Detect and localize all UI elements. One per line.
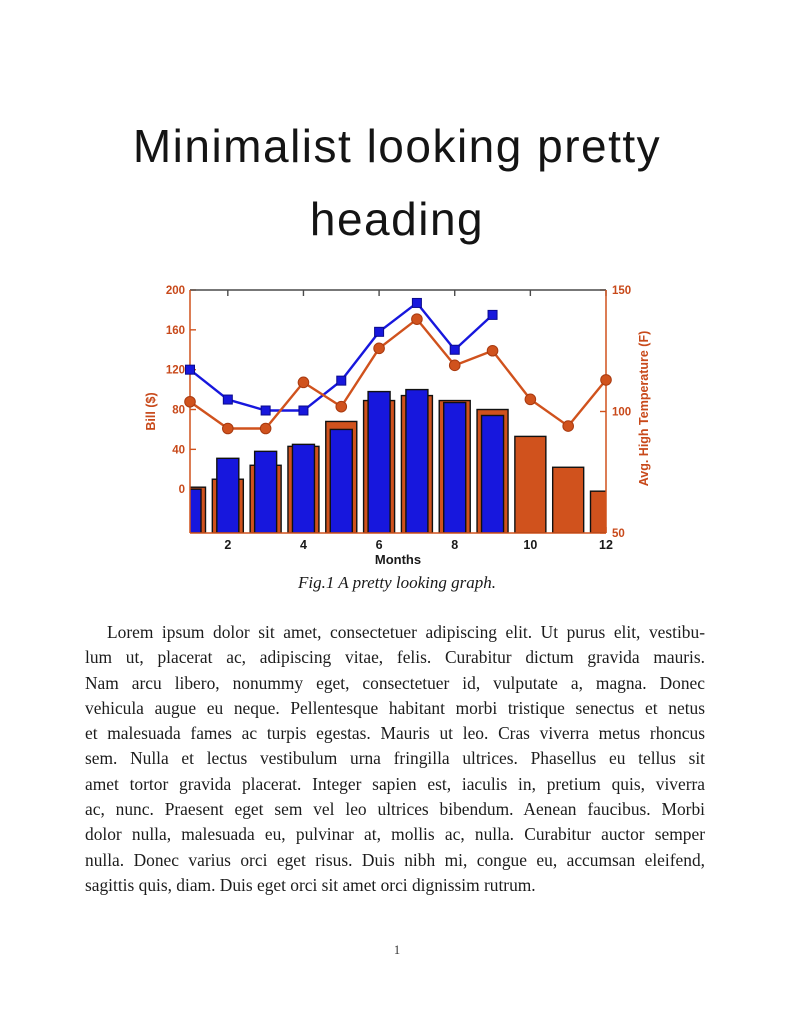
body-line: vehicula augue eu neque. Pellentesque ha… <box>85 697 705 718</box>
body-line: sagittis quis, diam. Duis eget orci sit … <box>85 874 536 895</box>
body-line: et malesuada fames ac turpis egestas. Ma… <box>85 723 705 744</box>
right-tick-label: 50 <box>612 528 625 540</box>
square-marker <box>185 364 195 375</box>
blue-bar <box>190 488 202 533</box>
x-tick-label: 12 <box>599 538 613 552</box>
body-line: sem. Nulla et lectus vestibulum urna fri… <box>85 748 705 769</box>
body-line: nulla. Donec varius orci eget risus. Dui… <box>85 849 705 870</box>
left-axis-label: Bill ($) <box>144 392 158 430</box>
body-line: ac, nunc. Praesent eget sem vel leo ultr… <box>85 799 705 820</box>
circle-marker <box>222 422 234 435</box>
x-tick-label: 6 <box>376 538 383 552</box>
right-tick-label: 100 <box>612 407 631 419</box>
x-tick-label: 10 <box>523 538 537 552</box>
right-axis-label: Avg. High Temperature (F) <box>637 331 651 487</box>
square-marker <box>487 309 498 320</box>
page-title: Minimalist looking pretty heading <box>0 110 794 256</box>
page-title-line1: Minimalist looking pretty <box>132 120 662 172</box>
blue-bar <box>480 414 505 533</box>
figure-caption: Fig.1 A pretty looking graph. <box>297 573 496 592</box>
square-marker <box>260 405 271 416</box>
bars-group <box>190 388 606 533</box>
blue-bar <box>291 443 316 533</box>
circle-marker <box>600 374 612 386</box>
x-tick-label: 8 <box>451 538 458 552</box>
left-tick-label: 0 <box>179 484 185 496</box>
blue-bar <box>405 388 429 533</box>
orange-bar <box>514 435 547 533</box>
body-line: lum ut, placerat ac, adipiscing vitae, f… <box>85 647 705 668</box>
blue-bar <box>329 428 353 533</box>
orange-bar <box>551 466 585 533</box>
x-tick-label: 4 <box>300 538 307 552</box>
body-line: dolor nulla, malesuada eu, pulvinar at, … <box>85 824 705 845</box>
circle-marker <box>373 342 385 355</box>
square-marker <box>449 344 460 355</box>
orange-line <box>189 317 607 430</box>
x-axis-label: Months <box>375 552 421 567</box>
circle-marker <box>486 344 499 357</box>
circle-marker <box>411 313 423 325</box>
body-line: Lorem ipsum dolor sit amet, consectetuer… <box>107 622 705 642</box>
square-marker <box>298 405 309 416</box>
circle-marker <box>524 393 537 406</box>
square-marker <box>222 394 233 405</box>
figure-1-chart: 0 40 80 120 160 200 50 100 150 2 4 6 8 10 12 Months Bill… <box>140 275 670 567</box>
left-tick-label: 80 <box>172 405 185 417</box>
blue-bar <box>443 401 467 533</box>
blue-bar <box>253 450 278 533</box>
square-marker <box>374 326 385 337</box>
circle-marker <box>259 422 272 435</box>
body-line: amet tortor gravida placerat. Integer sa… <box>85 773 705 794</box>
body-line: Nam arcu libero, nonummy eget, consectet… <box>85 672 705 693</box>
left-tick-label: 160 <box>166 325 185 337</box>
left-tick-label: 120 <box>166 365 185 377</box>
orange-bar <box>589 490 606 533</box>
square-marker <box>336 375 347 386</box>
circle-marker <box>335 400 348 413</box>
combo-chart: 0 40 80 120 160 200 50 100 150 2 4 6 8 10 12 Months Bill… <box>144 285 651 567</box>
circle-marker <box>562 420 574 432</box>
circle-marker <box>448 359 461 372</box>
circle-marker <box>297 376 310 389</box>
body-paragraph: Lorem ipsum dolor sit amet, consectetuer… <box>85 620 705 898</box>
blue-bar <box>216 457 240 533</box>
page-title-line2: heading <box>309 193 485 245</box>
circle-marker <box>184 395 196 408</box>
page-number: 1 <box>393 943 401 957</box>
right-tick-label: 150 <box>612 285 631 297</box>
left-tick-label: 40 <box>172 444 185 456</box>
x-tick-label: 2 <box>224 538 231 552</box>
left-tick-label: 200 <box>166 285 185 297</box>
square-marker <box>411 297 422 308</box>
blue-bar <box>367 390 391 533</box>
